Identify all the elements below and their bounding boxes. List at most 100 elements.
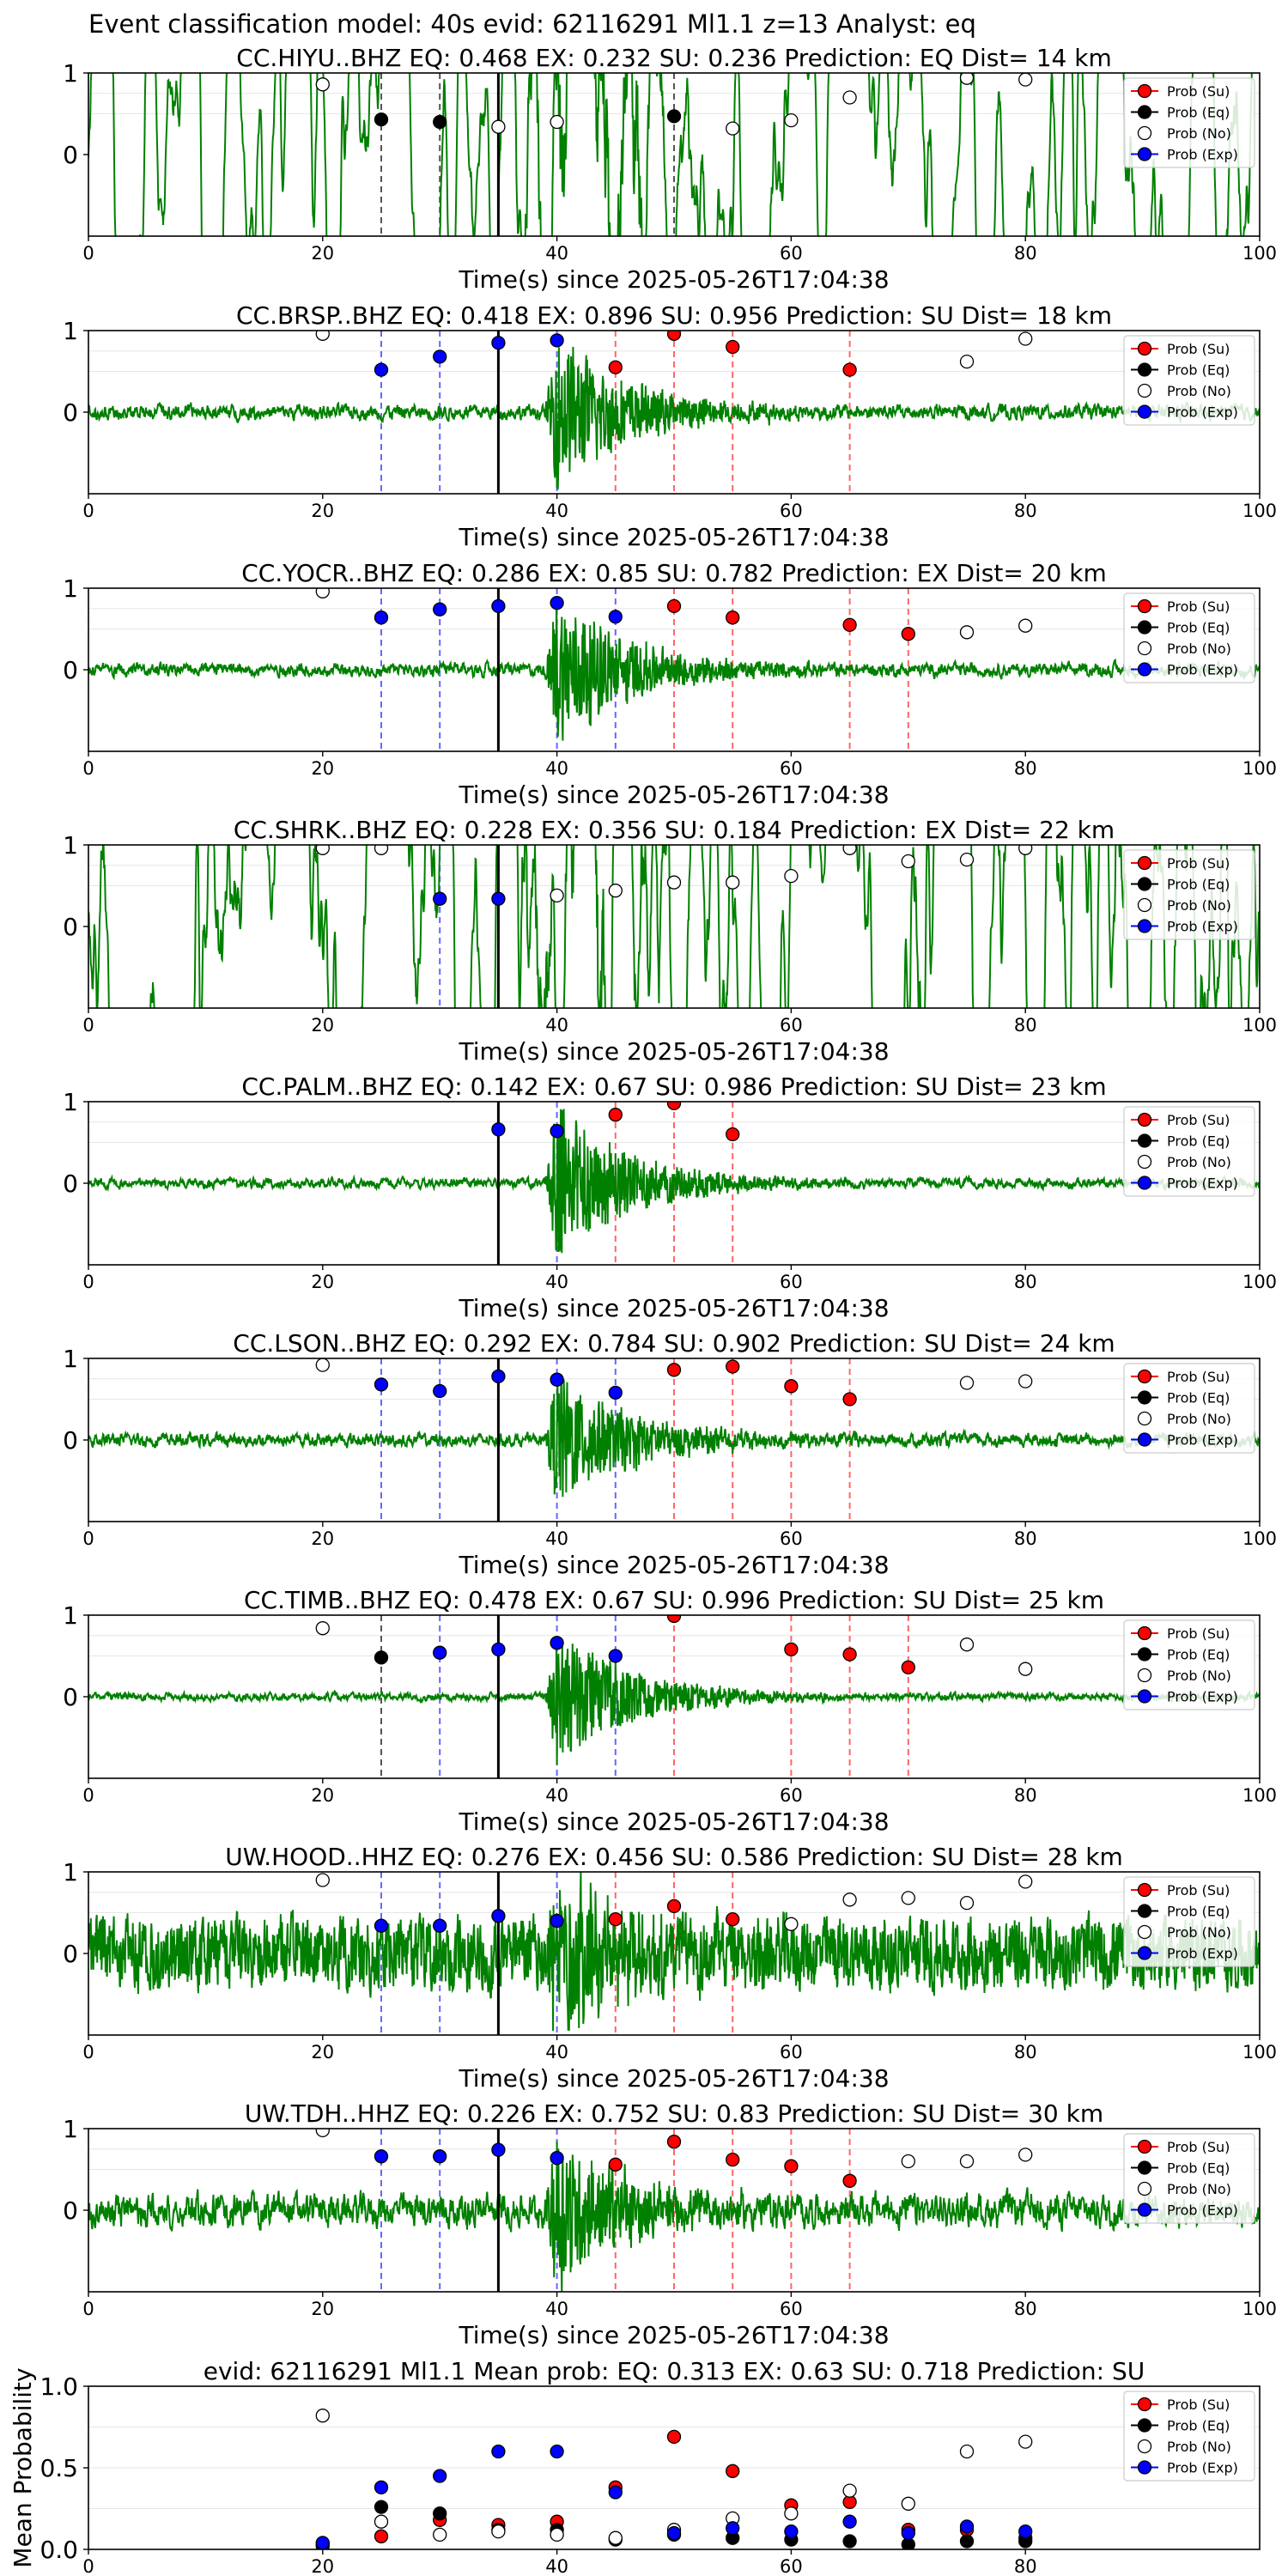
marker-prob-exp xyxy=(550,1636,564,1650)
x-tick-label: 100 xyxy=(1242,243,1277,264)
legend-marker xyxy=(1137,1176,1152,1190)
marker-prob-no xyxy=(550,888,564,903)
x-tick-label: 80 xyxy=(1014,2042,1037,2063)
x-tick-label: 60 xyxy=(780,2556,803,2576)
marker-prob-su xyxy=(666,1615,682,1624)
marker-prob-exp xyxy=(491,1369,506,1384)
marker-prob-no xyxy=(901,2496,915,2511)
marker-prob-no xyxy=(842,2483,857,2498)
legend-label: Prob (Eq) xyxy=(1167,1904,1230,1920)
y-tick-label: 0.0 xyxy=(39,2536,78,2564)
x-tick-label: 80 xyxy=(1014,1785,1037,1806)
marker-prob-su xyxy=(842,362,857,377)
marker-prob-no xyxy=(550,114,564,130)
legend-label: Prob (Exp) xyxy=(1167,919,1238,935)
marker-prob-no xyxy=(608,884,623,898)
legend-label: Prob (Su) xyxy=(1167,1882,1230,1899)
y-tick-label: 0.5 xyxy=(39,2454,78,2482)
marker-prob-no xyxy=(1018,1662,1033,1676)
marker-prob-su xyxy=(726,611,740,625)
x-tick-label: 40 xyxy=(545,1528,568,1549)
marker-prob-su xyxy=(726,2464,740,2478)
y-tick-label: 1 xyxy=(63,1088,78,1116)
marker-prob-exp xyxy=(608,610,623,624)
x-tick-label: 20 xyxy=(311,1528,334,1549)
legend-label: Prob (No) xyxy=(1167,2181,1231,2197)
x-tick-label: 40 xyxy=(545,2299,568,2319)
legend-marker xyxy=(1137,383,1152,398)
marker-prob-no xyxy=(959,354,975,369)
x-tick-label: 40 xyxy=(545,1015,568,1036)
legend-label: Prob (No) xyxy=(1167,125,1231,142)
plot-area xyxy=(315,2409,1033,2549)
marker-prob-su xyxy=(608,1911,623,1927)
marker-prob-no xyxy=(374,845,389,855)
marker-prob-exp xyxy=(550,2151,564,2166)
marker-prob-su xyxy=(842,617,857,632)
legend-label: Prob (No) xyxy=(1167,897,1231,914)
x-axis-label: Time(s) since 2025-05-26T17:04:38 xyxy=(458,781,889,809)
legend-label: Prob (Exp) xyxy=(1167,1946,1238,1962)
legend: Prob (Su) Prob (Eq) Prob (No) Prob (Exp) xyxy=(1123,849,1255,940)
legend-label: Prob (Eq) xyxy=(1167,620,1230,636)
legend-label: Prob (Eq) xyxy=(1167,877,1230,893)
x-tick-label: 20 xyxy=(311,1785,334,1806)
marker-prob-no xyxy=(315,2129,330,2138)
marker-prob-su xyxy=(666,598,682,614)
x-tick-label: 60 xyxy=(780,1785,803,1806)
marker-prob-no xyxy=(1018,331,1033,346)
x-tick-label: 60 xyxy=(780,2299,803,2319)
x-tick-label: 80 xyxy=(1014,2299,1037,2319)
marker-prob-exp xyxy=(374,611,389,625)
marker-prob-no xyxy=(901,1891,915,1905)
x-tick-label: 80 xyxy=(1014,1528,1037,1549)
panel-7: CC.TIMB..BHZ EQ: 0.478 EX: 0.67 SU: 0.99… xyxy=(63,1586,1277,1836)
waveform-trace xyxy=(88,1109,1260,1254)
x-tick-label: 40 xyxy=(545,2556,568,2576)
marker-prob-exp xyxy=(491,1642,506,1657)
legend-label: Prob (Su) xyxy=(1167,855,1230,872)
legend-label: Prob (Su) xyxy=(1167,1625,1230,1642)
panel-4: CC.SHRK..BHZ EQ: 0.228 EX: 0.356 SU: 0.1… xyxy=(63,816,1277,1066)
x-tick-label: 20 xyxy=(311,2556,334,2576)
legend: Prob (Su) Prob (Eq) Prob (No) Prob (Exp) xyxy=(1123,335,1255,426)
marker-prob-no xyxy=(959,73,975,85)
panel-title: UW.TDH..HHZ EQ: 0.226 EX: 0.752 SU: 0.83… xyxy=(245,2099,1103,2128)
legend: Prob (Su) Prob (Eq) Prob (No) Prob (Exp) xyxy=(1123,1876,1255,1967)
x-tick-label: 40 xyxy=(545,1785,568,1806)
legend-label: Prob (Exp) xyxy=(1167,1432,1238,1449)
marker-prob-exp xyxy=(550,2444,564,2459)
legend-marker xyxy=(1137,855,1152,871)
marker-prob-no xyxy=(374,2514,389,2529)
y-tick-label: 0 xyxy=(63,656,78,684)
marker-prob-no xyxy=(315,588,330,598)
marker-prob-no xyxy=(784,112,799,128)
legend-label: Prob (No) xyxy=(1167,641,1231,657)
legend-marker xyxy=(1137,1882,1152,1898)
marker-prob-exp xyxy=(433,1918,447,1933)
marker-prob-no xyxy=(842,845,857,855)
legend-marker xyxy=(1137,919,1152,933)
legend-box xyxy=(1123,2133,1255,2224)
marker-prob-exp xyxy=(784,2524,799,2539)
x-tick-label: 60 xyxy=(780,1272,803,1292)
marker-prob-no xyxy=(901,854,915,869)
y-tick-label: 1 xyxy=(63,1345,78,1373)
x-tick-label: 60 xyxy=(780,501,803,521)
marker-prob-exp xyxy=(374,2480,389,2494)
panel-5: CC.PALM..BHZ EQ: 0.142 EX: 0.67 SU: 0.98… xyxy=(63,1072,1277,1322)
marker-prob-no xyxy=(726,875,740,890)
marker-prob-eq xyxy=(842,2534,857,2549)
x-tick-label: 80 xyxy=(1014,758,1037,779)
x-tick-label: 0 xyxy=(82,1528,94,1549)
legend-label: Prob (Exp) xyxy=(1167,2460,1238,2476)
marker-prob-su xyxy=(784,1642,799,1657)
marker-prob-su xyxy=(608,1108,623,1122)
panel-9: UW.TDH..HHZ EQ: 0.226 EX: 0.752 SU: 0.83… xyxy=(63,2099,1277,2349)
marker-prob-exp xyxy=(1018,2524,1033,2539)
legend-label: Prob (No) xyxy=(1167,1668,1231,1684)
marker-prob-exp xyxy=(491,1122,506,1137)
axes-frame xyxy=(88,844,1261,1009)
panel-2: CC.BRSP..BHZ EQ: 0.418 EX: 0.896 SU: 0.9… xyxy=(63,301,1277,551)
